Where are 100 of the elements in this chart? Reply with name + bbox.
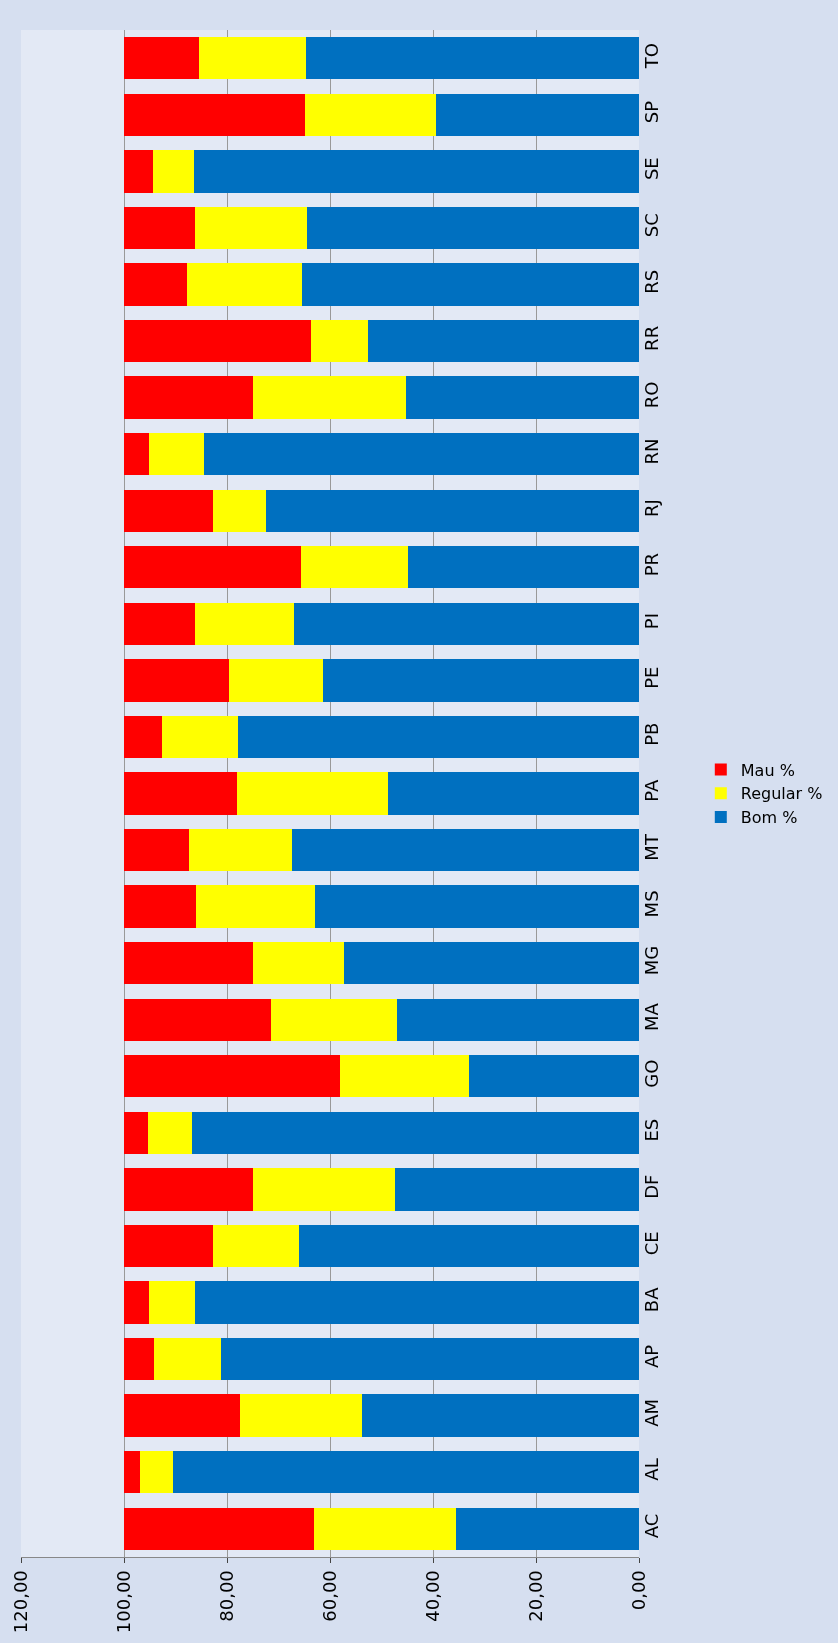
bar <box>124 772 238 815</box>
bar <box>124 828 190 872</box>
bar <box>339 1055 469 1098</box>
bar <box>162 715 239 759</box>
bar <box>124 150 153 193</box>
bar <box>229 659 324 702</box>
y-tick-label: AL <box>641 1458 662 1481</box>
bar <box>361 1394 639 1437</box>
bar <box>153 1337 222 1381</box>
bar <box>265 489 639 532</box>
bar <box>124 376 254 419</box>
bar <box>124 432 150 476</box>
bar <box>323 659 639 702</box>
bar <box>187 263 303 306</box>
bar <box>124 659 230 702</box>
bar <box>292 828 639 872</box>
bar <box>313 1507 457 1550</box>
bar <box>124 1394 240 1437</box>
bar <box>189 828 293 872</box>
legend-label: Mau % <box>740 760 795 780</box>
bar <box>344 941 639 985</box>
bar <box>238 715 639 759</box>
bar <box>212 489 266 532</box>
y-tick-label: RJ <box>641 499 662 517</box>
bar <box>436 93 639 137</box>
bar <box>237 772 388 815</box>
y-tick-label: PR <box>641 552 662 577</box>
bar <box>124 602 195 646</box>
y-tick-label: AC <box>641 1513 662 1539</box>
bar <box>299 1224 639 1268</box>
bar <box>305 93 437 137</box>
bar <box>212 1224 300 1268</box>
x-tick-label: 80,00 <box>215 1570 237 1622</box>
bar <box>252 941 345 985</box>
y-tick-label: RN <box>641 438 662 465</box>
x-tick-label: 120,00 <box>9 1570 31 1634</box>
bar <box>124 1507 314 1550</box>
bar <box>395 1168 639 1211</box>
bar <box>148 1111 193 1155</box>
bar <box>195 206 307 250</box>
y-tick-label: PI <box>641 613 662 630</box>
bar <box>124 489 213 532</box>
bar <box>124 941 253 985</box>
y-tick-label: DF <box>641 1174 662 1199</box>
bar <box>194 150 639 193</box>
bar <box>468 1055 639 1098</box>
bar <box>406 376 639 419</box>
bar <box>407 546 639 589</box>
bar <box>124 1111 149 1155</box>
y-tick-label: RS <box>641 269 662 294</box>
bar <box>387 772 639 815</box>
bar <box>124 1450 141 1494</box>
bar <box>203 432 639 476</box>
bar <box>152 150 195 193</box>
y-tick-label: SC <box>641 213 662 238</box>
y-tick-label: CE <box>641 1231 662 1256</box>
y-tick-label: SE <box>641 157 662 181</box>
bar <box>124 37 200 80</box>
bar <box>271 998 398 1041</box>
bar <box>305 37 639 80</box>
x-tick-label: 0,00 <box>627 1570 649 1611</box>
x-tick-label: 60,00 <box>318 1570 340 1622</box>
bar <box>397 998 639 1041</box>
x-tick-label: 20,00 <box>524 1570 546 1622</box>
y-tick-label: AP <box>641 1344 662 1368</box>
bar <box>149 432 204 476</box>
bar <box>294 602 639 646</box>
bar <box>253 376 407 419</box>
bar <box>456 1507 639 1550</box>
x-tick-label: 100,00 <box>112 1570 134 1634</box>
y-tick-label: MT <box>641 833 662 861</box>
bar <box>124 1281 149 1324</box>
bar <box>314 885 639 928</box>
y-tick-label: ES <box>641 1118 662 1142</box>
bar <box>124 319 311 363</box>
y-tick-label: MG <box>641 945 662 976</box>
y-tick-label: TO <box>641 42 662 70</box>
y-tick-label: PA <box>641 779 662 802</box>
bar <box>192 1111 639 1155</box>
bar <box>124 998 272 1041</box>
y-tick-label: GO <box>641 1059 662 1088</box>
x-tick-label: 40,00 <box>421 1570 443 1622</box>
bar <box>172 1450 639 1494</box>
bar <box>239 1394 362 1437</box>
bar <box>124 263 188 306</box>
bar <box>302 263 639 306</box>
y-tick-label: BA <box>641 1286 662 1313</box>
bar <box>148 1281 196 1324</box>
bar <box>195 1281 639 1324</box>
y-tick-label: RR <box>641 325 662 351</box>
bar <box>124 1055 340 1098</box>
bar <box>367 319 639 363</box>
y-tick-label: AM <box>641 1398 662 1427</box>
y-tick-label: MS <box>641 890 662 918</box>
y-tick-label: PB <box>641 722 662 746</box>
bar <box>301 546 408 589</box>
bar <box>124 1168 253 1211</box>
bar <box>194 602 295 646</box>
bar <box>310 319 368 363</box>
bar <box>124 1337 154 1381</box>
